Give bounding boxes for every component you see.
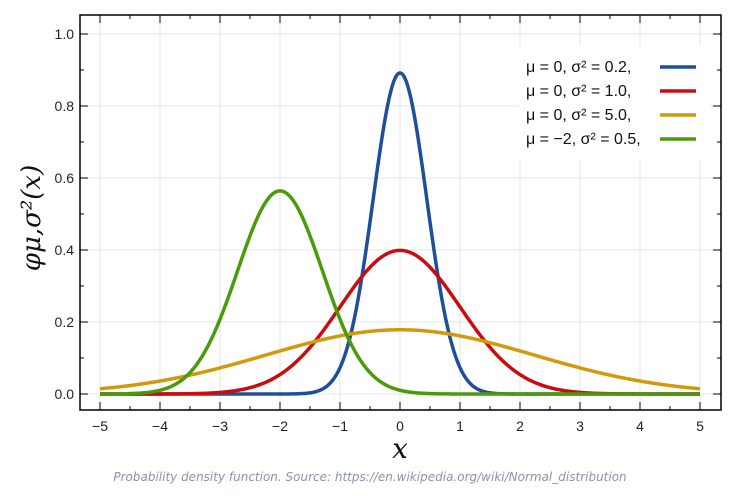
legend-entry-label: μ = 0, σ² = 0.2, <box>526 59 631 76</box>
legend-entry-label: μ = 0, σ² = 1.0, <box>526 83 631 100</box>
y-tick-label: 1.0 <box>55 26 75 42</box>
x-tick-label: 2 <box>516 418 524 434</box>
x-tick-label: 1 <box>456 418 464 434</box>
x-tick-label: −4 <box>152 418 168 434</box>
y-tick-label: 0.8 <box>55 98 75 114</box>
x-tick-label: 5 <box>696 418 704 434</box>
x-axis-label: x <box>392 432 408 465</box>
x-tick-label: 4 <box>636 418 644 434</box>
x-tick-label: −2 <box>272 418 288 434</box>
x-tick-label: 0 <box>396 418 404 434</box>
series-group <box>99 71 701 396</box>
y-tick-label: 0.0 <box>55 386 75 402</box>
x-tick-label: −5 <box>92 418 108 434</box>
x-tick-label: 3 <box>576 418 584 434</box>
legend-entry-label: μ = −2, σ² = 0.5, <box>526 131 641 148</box>
normal-distribution-chart: −5 −4 −3 −2 −1 0 1 2 3 4 5 0.0 0.2 0.4 0.6 0.8 1.0 μ = 0… <box>17 14 722 465</box>
source-caption: Probability density function. Source: ht… <box>113 470 627 484</box>
series-line-3 <box>99 328 701 391</box>
x-tick-label: −3 <box>212 418 228 434</box>
legend-entry-label: μ = 0, σ² = 5.0, <box>526 107 631 124</box>
legend: μ = 0, σ² = 0.2, μ = 0, σ² = 1.0, μ = 0, σ… <box>519 46 710 160</box>
series-line-4 <box>99 189 701 396</box>
x-tick-label: −1 <box>332 418 348 434</box>
y-axis-label: φμ,σ²(x) <box>17 165 47 272</box>
y-tick-label: 0.4 <box>55 242 75 258</box>
legend-box <box>519 46 710 160</box>
axis-ticks: −5 −4 −3 −2 −1 0 1 2 3 4 5 0.0 0.2 0.4 0.6 0.8 1.0 <box>55 15 721 434</box>
y-tick-label: 0.2 <box>55 314 75 330</box>
y-tick-label: 0.6 <box>55 170 75 186</box>
y-axis-label-text: φμ,σ²(x) <box>17 165 47 272</box>
